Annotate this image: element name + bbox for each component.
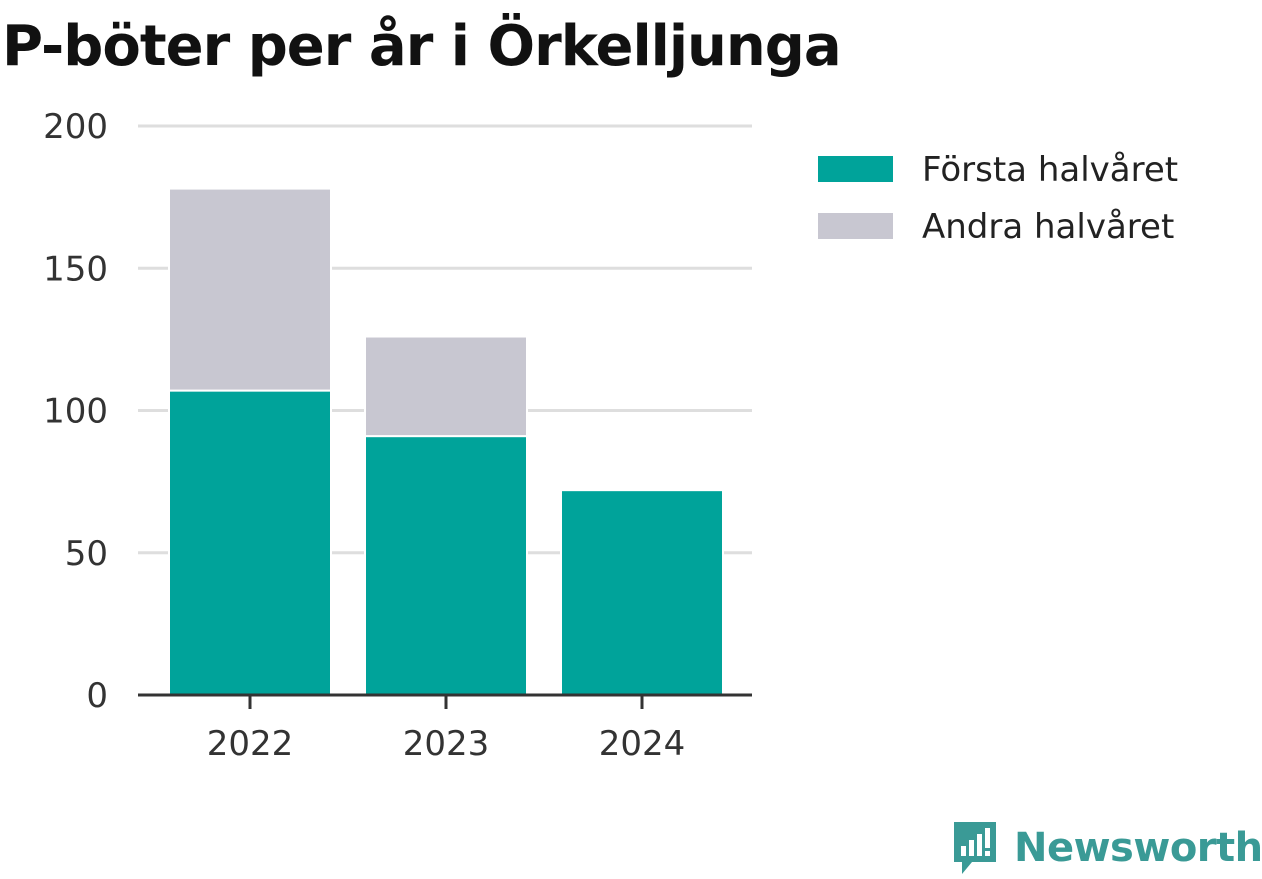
y-tick-label: 50	[65, 534, 108, 574]
y-tick-label: 200	[43, 107, 108, 147]
y-tick-label: 0	[86, 676, 108, 716]
bars	[168, 187, 724, 696]
legend: Första halvåret Andra halvåret	[818, 150, 1178, 247]
brand-logo: Newsworthy	[950, 818, 1262, 878]
brand-name: Newsworthy	[1014, 825, 1262, 871]
axes: 0 50 100 150 200 2022 2023 2024	[43, 107, 752, 764]
x-tick-label: 2022	[207, 724, 294, 764]
bar-2022-series-0	[168, 389, 332, 696]
legend-swatch	[818, 156, 893, 182]
y-tick-label: 150	[43, 249, 108, 289]
y-tick-label: 100	[43, 392, 108, 432]
bar-2023-series-0	[364, 435, 528, 696]
chart-title: P-böter per år i Örkelljunga	[2, 14, 842, 79]
x-tick-label: 2023	[403, 724, 490, 764]
bar-2022-series-1	[168, 187, 332, 392]
legend-label: Första halvåret	[922, 150, 1178, 190]
newsworthy-logo-icon	[954, 822, 996, 874]
legend-label: Andra halvåret	[922, 207, 1174, 247]
bar-2024-series-0	[560, 489, 724, 696]
x-tick-label: 2024	[599, 724, 686, 764]
legend-swatch	[818, 213, 893, 239]
bar-2023-series-1	[364, 335, 528, 438]
